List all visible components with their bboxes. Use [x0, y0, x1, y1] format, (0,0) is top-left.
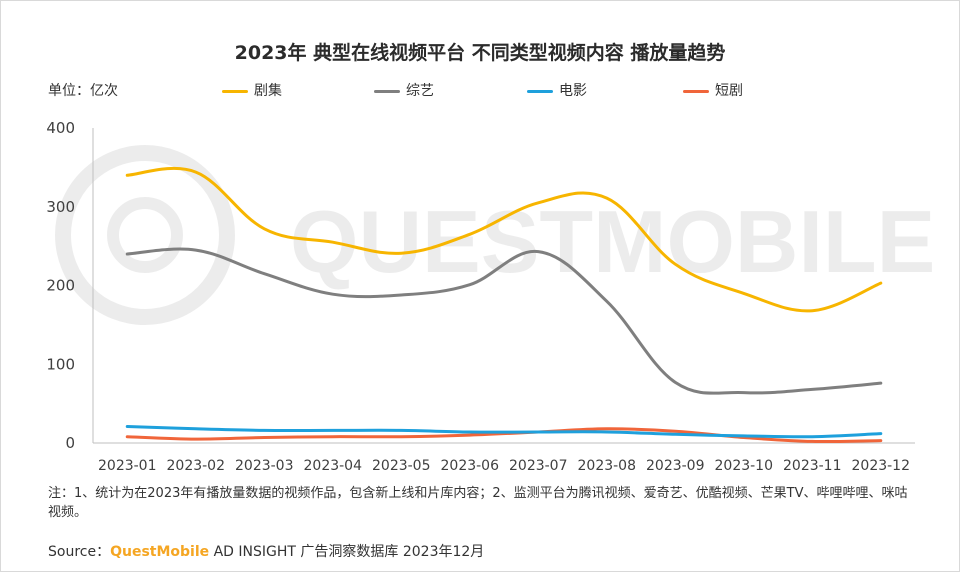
series-line-short-drama	[125, 427, 883, 444]
x-tick-label: 2023-09	[646, 458, 705, 474]
x-tick-label: 2023-12	[852, 458, 911, 474]
y-tick-label: 100	[46, 355, 75, 373]
x-tick-label: 2023-08	[578, 458, 637, 474]
y-tick-label: 200	[46, 277, 75, 295]
legend-item-variety: 综艺	[374, 80, 434, 100]
source-prefix: Source：	[48, 544, 111, 560]
x-tick-label: 2023-03	[235, 458, 294, 474]
series-line-movie	[125, 424, 883, 439]
legend-item-movie: 电影	[527, 80, 587, 100]
y-axis-ticks: 0 100 200 300 400	[46, 119, 75, 452]
x-tick-label: 2023-04	[304, 458, 363, 474]
legend-swatch-short-drama	[683, 89, 709, 93]
series-line-drama	[125, 167, 883, 313]
y-tick-label: 400	[46, 119, 75, 137]
x-tick-label: 2023-01	[98, 458, 157, 474]
source-line: Source：QuestMobile AD INSIGHT 广告洞察数据库 20…	[48, 541, 484, 561]
legend-item-short-drama: 短剧	[683, 80, 743, 100]
chart-title: 2023年 典型在线视频平台 不同类型视频内容 播放量趋势	[234, 42, 726, 64]
legend-swatch-drama	[222, 89, 248, 93]
x-axis-ticks: 2023-01 2023-02 2023-03 2023-04 2023-05 2023-…	[98, 458, 910, 474]
y-tick-label: 300	[46, 198, 75, 216]
y-tick-label: 0	[65, 434, 75, 452]
legend-item-drama: 剧集	[222, 80, 282, 100]
watermark-text: QUESTMOBILE	[290, 192, 935, 291]
watermark: QUESTMOBILE	[55, 145, 935, 325]
footnote: 注：1、统计为在2023年有播放量数据的视频作品，包含新上线和片库内容；2、监测…	[48, 486, 908, 520]
legend-swatch-movie	[527, 89, 553, 93]
legend-swatch-variety	[374, 89, 400, 93]
unit-label: 单位：亿次	[48, 83, 118, 99]
series-lines	[125, 167, 883, 444]
x-tick-label: 2023-07	[509, 458, 568, 474]
axes	[92, 128, 915, 444]
x-tick-label: 2023-05	[372, 458, 431, 474]
source-brand: QuestMobile	[110, 544, 210, 560]
legend-label: 短剧	[715, 83, 743, 99]
legend-label: 综艺	[406, 83, 434, 99]
x-tick-label: 2023-10	[715, 458, 774, 474]
legend-label: 剧集	[254, 83, 282, 99]
x-tick-label: 2023-06	[441, 458, 500, 474]
series-line-variety	[125, 247, 883, 395]
legend-label: 电影	[559, 83, 587, 99]
source-suffix: AD INSIGHT 广告洞察数据库 2023年12月	[209, 544, 485, 560]
x-tick-label: 2023-11	[783, 458, 842, 474]
x-tick-label: 2023-02	[167, 458, 226, 474]
